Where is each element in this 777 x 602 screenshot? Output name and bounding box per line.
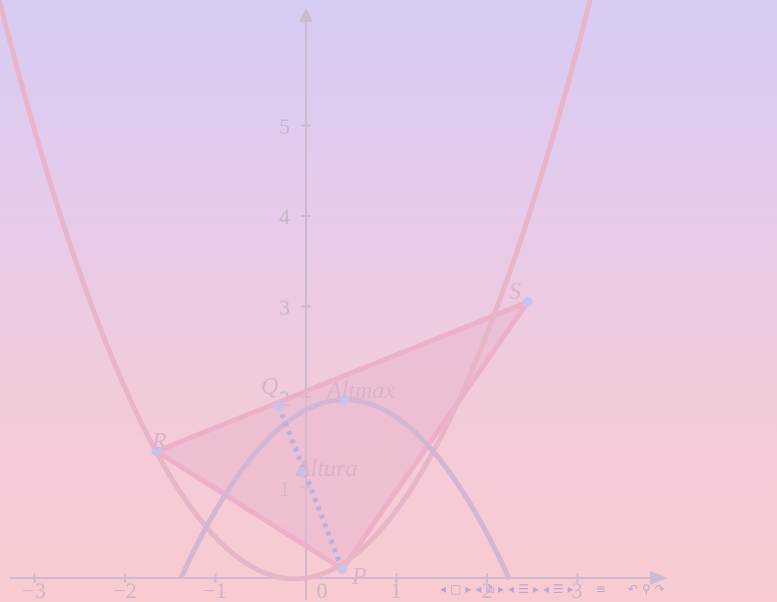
point-q: [273, 401, 284, 412]
point-altura: [296, 467, 307, 478]
point-s: [522, 296, 533, 307]
undo-icon[interactable]: ↶: [627, 582, 638, 596]
point-label-r: R: [151, 429, 167, 455]
point-label-s: S: [509, 279, 521, 305]
nav-left-arrow-icon[interactable]: ◂: [542, 582, 549, 596]
nav-left-arrow-icon[interactable]: ◂: [508, 582, 515, 596]
nav-right-arrow-icon[interactable]: ▸: [532, 582, 539, 596]
beamer-navigation: ◂ □ ▸ ◂ ⧉ ▸ ◂ ☰ ▸ ◂ ☰ ▸ ≡ ↶ ⚲ ↷: [440, 578, 665, 600]
nav-left-arrow-icon[interactable]: ◂: [475, 582, 482, 596]
point-p: [337, 563, 348, 574]
frame-icon[interactable]: □: [450, 582, 462, 596]
x-tick-label: −2: [113, 578, 136, 602]
point-label-altura: Altura: [294, 456, 357, 482]
point-label-altmax: Altmax: [325, 378, 395, 404]
x-tick-label: 1: [391, 578, 402, 602]
subsection-icon[interactable]: ☰: [552, 582, 564, 596]
x-tick-label: −3: [22, 578, 45, 602]
point-label-p: P: [351, 564, 367, 590]
triangle-prs: [154, 299, 531, 572]
search-icon[interactable]: ⚲: [641, 582, 651, 596]
slides-icon[interactable]: ⧉: [485, 582, 495, 596]
point-labels: P Q R S Altmax Altura: [151, 279, 521, 590]
redo-icon[interactable]: ↷: [654, 582, 665, 596]
y-tick-label: 5: [279, 114, 290, 139]
nav-right-arrow-icon[interactable]: ▸: [567, 582, 574, 596]
align-icon[interactable]: ≡: [595, 582, 606, 596]
point-altmax: [339, 394, 350, 405]
point-r: [151, 446, 162, 457]
nav-left-arrow-icon[interactable]: ◂: [440, 582, 447, 596]
x-tick-label: 3: [572, 578, 583, 602]
dotted-segment-pq: [276, 405, 345, 570]
nav-right-arrow-icon[interactable]: ▸: [498, 582, 505, 596]
x-axis-arrow: [650, 571, 668, 585]
points: [151, 296, 533, 574]
upward-parabola: [0, 0, 593, 582]
y-tick-label: 3: [279, 295, 290, 320]
x-tick-label: 2: [482, 578, 493, 602]
nav-right-arrow-icon[interactable]: ▸: [465, 582, 472, 596]
y-axis-arrow: [299, 8, 313, 22]
origin-label: 0: [317, 578, 328, 602]
point-label-q: Q: [261, 374, 278, 400]
y-tick-label: 4: [279, 204, 290, 229]
section-icon[interactable]: ☰: [518, 582, 529, 596]
x-tick-label: −1: [203, 578, 226, 602]
